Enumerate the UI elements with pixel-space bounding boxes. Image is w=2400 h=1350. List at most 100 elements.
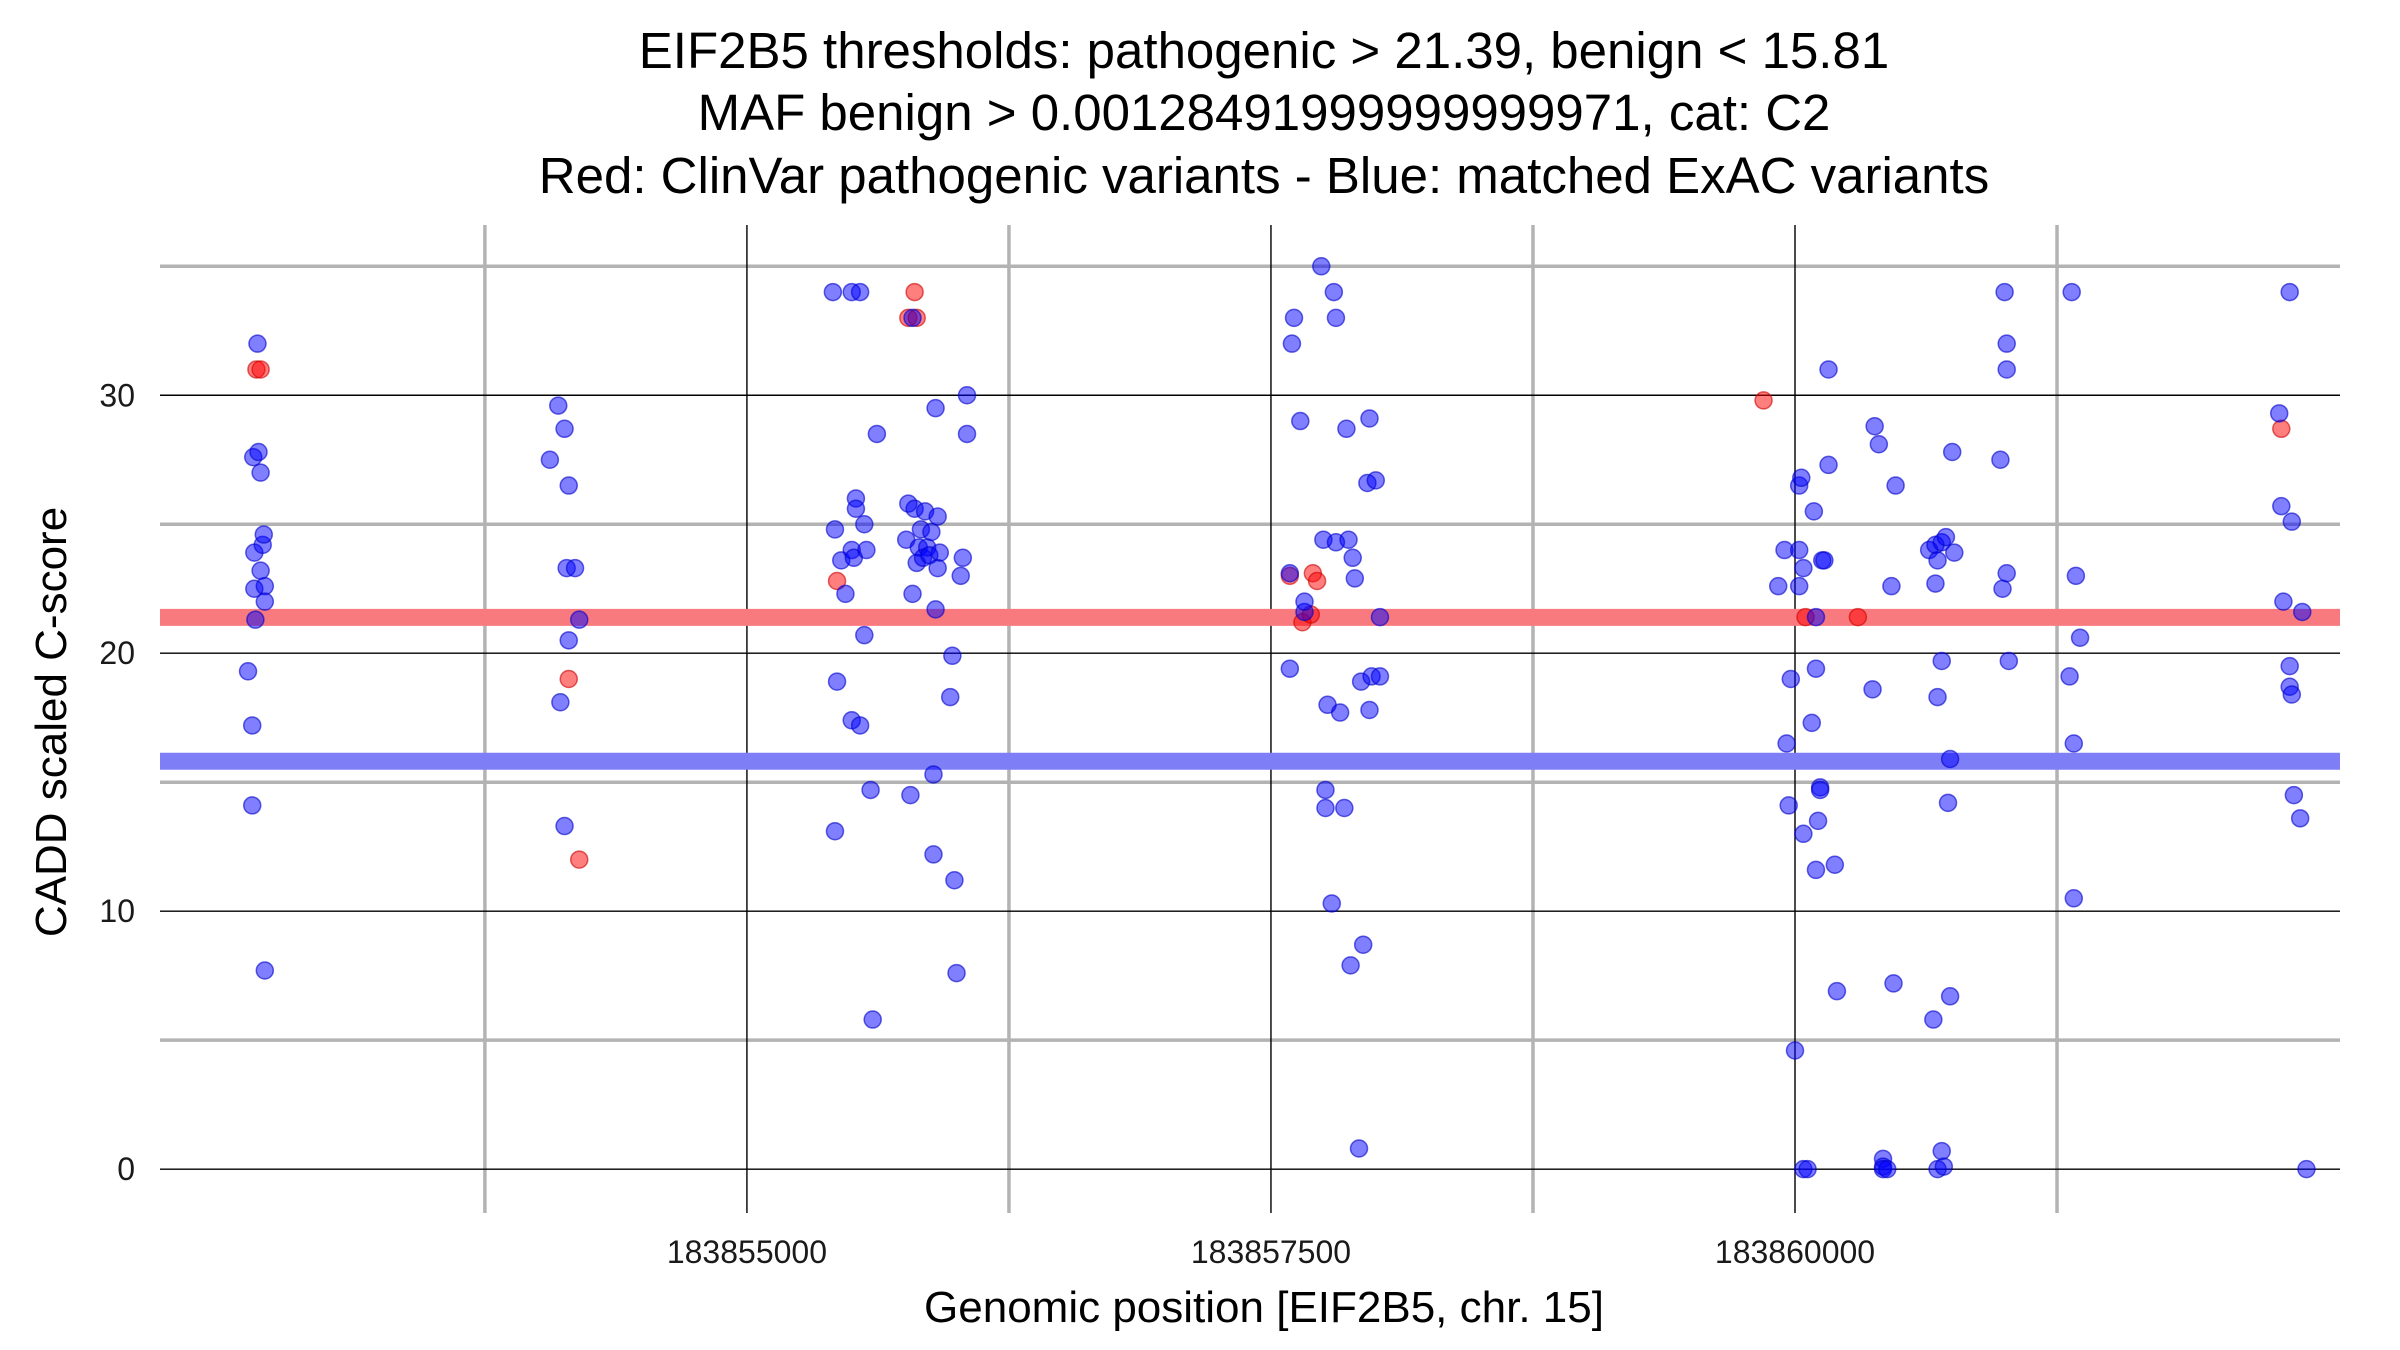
data-point [855,514,874,534]
data-point [246,610,265,629]
data-point [1794,824,1813,844]
data-point [1869,435,1889,454]
y-axis-tick-labels: 0 10 20 30 [99,377,135,1187]
data-point [863,1010,882,1029]
title-line-3: Red: ClinVar pathogenic variants - Blue:… [539,147,1989,204]
data-point [2272,496,2291,516]
data-point [2282,685,2302,704]
data-point [2060,667,2079,686]
data-point [953,548,973,568]
data-point [943,646,962,666]
data-point [903,584,922,604]
data-point [1295,592,1314,611]
data-point [1802,713,1822,733]
data-point [1316,780,1335,800]
data-point [2284,785,2304,805]
data-point [924,765,943,784]
data-point [947,963,966,983]
data-point [1322,894,1341,913]
data-point [846,499,866,519]
data-point [1865,416,1884,436]
data-point [1316,798,1335,818]
data-point [1343,548,1362,568]
data-point [1806,659,1826,678]
data-point [1924,1010,1943,1029]
data-point [836,584,855,604]
data-points [238,257,2316,1179]
data-point [924,845,943,864]
data-point [1806,607,1826,627]
data-point [928,507,947,526]
data-point [2293,602,2312,622]
data-point [827,571,847,591]
data-point [823,282,843,302]
data-point [922,522,941,542]
title-line-1: EIF2B5 thresholds: pathogenic > 21.39, b… [639,22,1889,79]
data-point [1827,981,1847,1001]
data-point [1940,749,1960,769]
data-point [1815,551,1834,570]
data-point [1280,659,1300,678]
data-point [251,561,270,580]
data-point [1993,579,2012,598]
data-point [2064,734,2084,753]
data-point [941,687,960,707]
data-point [242,796,262,815]
data-point [2272,419,2291,439]
data-point [1810,780,1830,800]
data-point [1284,308,1304,328]
data-point [249,442,268,462]
data-point [1330,703,1350,722]
data-point [850,716,870,735]
data-point [1370,667,1390,686]
data-point [559,476,578,495]
data-point [1324,282,1344,302]
data-point [2280,282,2299,302]
data-point [1997,334,2016,353]
y-tick-label: 30 [99,377,135,413]
data-point [1934,1157,1954,1176]
data-point [242,716,262,735]
minor-gridlines [160,225,2340,1213]
data-point [1863,680,1882,699]
data-point [1825,855,1845,874]
y-tick-label: 20 [99,635,135,671]
data-point [569,610,589,629]
data-point [1808,811,1828,831]
data-point [1926,574,1945,593]
data-point [555,816,574,836]
data-point [1360,409,1379,428]
data-point [850,282,870,302]
data-point [2070,628,2090,647]
data-point [1804,502,1824,521]
data-point [1932,1141,1951,1161]
data-point [1798,1159,1817,1179]
data-point [2282,512,2302,531]
data-point [1353,935,1373,954]
data-point [905,282,924,302]
data-point [2066,566,2086,586]
data-point [540,450,560,469]
data-point [2062,282,2081,302]
data-point [1754,391,1773,410]
data-point [1997,564,2016,583]
x-axis-tick-labels: 183855000 183857500 183860000 [667,1234,1875,1270]
data-point [255,961,275,980]
data-point [926,398,945,418]
data-point [1877,1159,1897,1179]
data-point [1339,530,1358,549]
data-point [1806,860,1826,880]
data-point [559,631,578,650]
data-point [1768,576,1788,596]
data-point [559,669,578,689]
y-tick-label: 10 [99,893,135,929]
data-point [569,850,589,869]
data-point [1819,360,1838,379]
data-point [1942,442,1962,462]
data-point [951,566,970,586]
data-point [1999,651,2019,671]
data-point [1291,411,1310,431]
data-point [565,558,585,578]
y-axis-title: CADD scaled C-score [27,507,76,937]
